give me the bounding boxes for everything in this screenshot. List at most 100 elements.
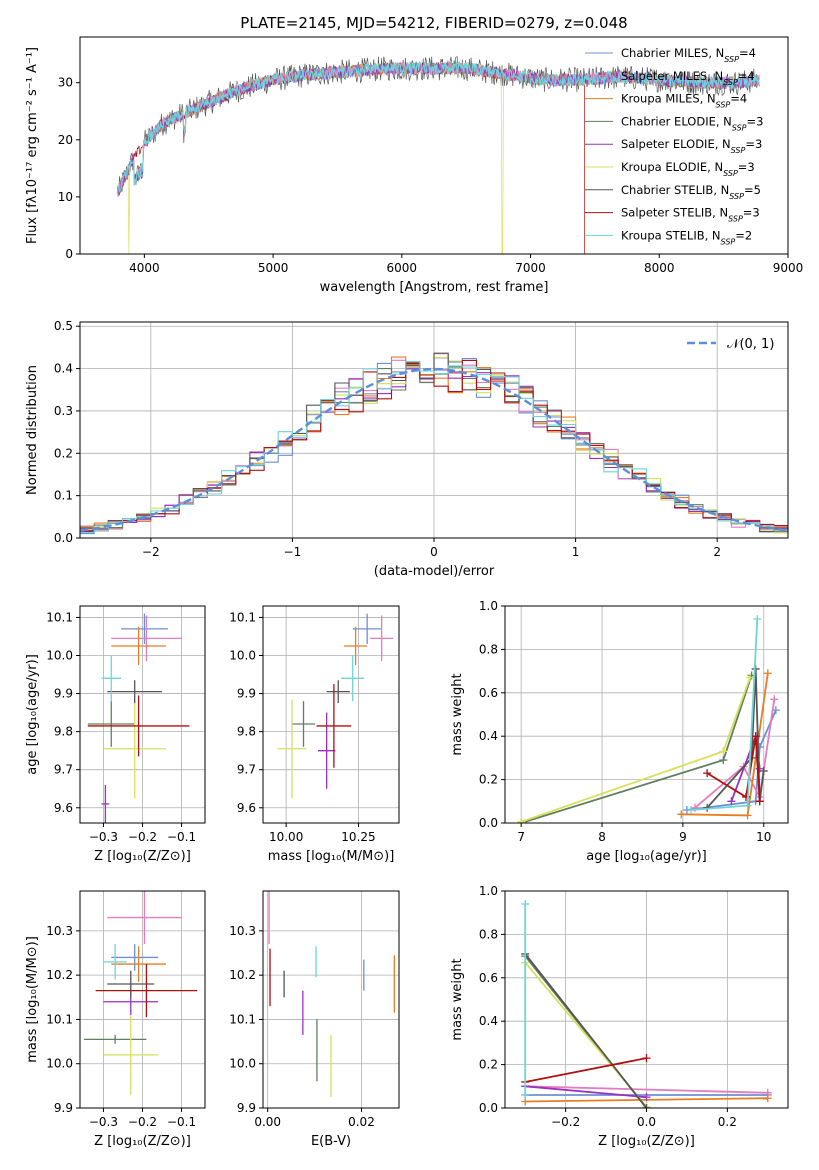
y-tick-label: 10.1 [229,610,256,624]
plot-area [277,613,394,799]
y-tick-label: 10.1 [46,1012,73,1026]
plot-area [80,352,788,535]
y-tick-label: 10.2 [46,968,73,982]
y-tick-label: 9.8 [54,725,73,739]
y-tick-label: 10.3 [46,924,73,938]
panel-3: −0.3 −0.2 −0.1 9.6 9.7 9.8 9.9 10.0 10.1 Z [log₁₀… [25,605,206,864]
mass-weight-line [525,1085,768,1094]
plot-area [268,891,395,1097]
y-tick-label: 0.8 [479,642,498,656]
y-tick-label: 1.0 [479,884,498,898]
y-tick-label: 10.2 [229,968,256,982]
y-tick-label: 9.9 [54,687,73,701]
axes-frame [504,605,789,824]
mass-weight-line [706,736,761,802]
plot-area [87,613,190,823]
point-marker [770,695,779,704]
y-tick-label: 0.3 [54,404,73,418]
x-axis-label: age [log₁₀(age/yr)] [586,849,707,864]
x-axis-label: wavelength [Angstrom, rest frame] [320,280,549,295]
y-tick-label: 10.0 [229,1057,256,1071]
y-axis-label: Flux [fλ10⁻¹⁷ erg cm⁻² s⁻¹ A⁻¹] [25,47,40,244]
legend-entry: Kroupa MILES, NSSP=4 [621,92,747,110]
y-tick-label: 0.2 [54,446,73,460]
legend: Chabrier MILES, NSSP=4 Salpeter MILES, NS… [585,46,763,246]
x-tick-label: 9 [679,830,687,844]
x-tick-label: −0.2 [128,1115,157,1129]
y-tick-label: 9.6 [237,801,256,815]
axes-frame [79,605,206,824]
y-tick-label: 20 [58,133,73,147]
y-tick-label: 0.4 [479,1014,498,1028]
y-axis-label: Normed distribution [25,365,40,495]
mass-weight-line [525,1085,647,1099]
x-tick-label: −2 [142,545,160,559]
plot-area [116,56,760,254]
y-tick-label: 30 [58,76,73,90]
x-axis-label: mass [log₁₀(M/M⊙)] [268,849,395,864]
legend-entry: Salpeter MILES, NSSP=4 [621,69,755,87]
x-tick-label: 0 [430,545,438,559]
x-tick-label: 0.0 [637,1115,656,1129]
y-tick-label: 9.9 [54,1101,73,1115]
legend-entry: Salpeter ELODIE, NSSP=3 [621,137,762,155]
axes-frame [79,890,206,1109]
panel-6: −0.3 −0.2 −0.1 9.9 10.0 10.1 10.2 10.3 Z [log₁₀(… [25,890,206,1149]
x-tick-label: 0.00 [254,1115,281,1129]
x-tick-label: 10 [756,830,771,844]
y-tick-label: 0.0 [54,531,73,545]
x-tick-label: 0.02 [348,1115,375,1129]
mass-weight-line [525,1057,647,1083]
point-marker [763,669,772,678]
x-tick-label: 10.25 [341,830,375,844]
point-marker [743,801,752,810]
legend-entry: Chabrier STELIB, NSSP=5 [621,183,761,201]
y-tick-label: 0.4 [479,729,498,743]
point-marker [755,797,764,806]
legend-entry: Chabrier MILES, NSSP=4 [621,46,756,64]
y-axis-label: mass [log₁₀(M/M⊙)] [25,936,40,1063]
y-tick-label: 0.2 [479,773,498,787]
y-tick-label: 9.6 [54,801,73,815]
point-marker [745,673,754,682]
point-marker [703,769,712,778]
y-axis-label: mass weight [450,673,465,755]
y-tick-label: 0.1 [54,489,73,503]
y-tick-label: 0.2 [479,1058,498,1072]
legend-entry: Kroupa ELODIE, NSSP=3 [621,160,755,178]
legend-entry: Kroupa STELIB, NSSP=2 [621,228,752,246]
point-marker [753,615,762,624]
mass-weight-line [520,675,753,823]
mass-weight-line [690,618,759,811]
plot-area [83,891,198,1095]
point-marker [677,810,686,819]
y-tick-label: 9.9 [237,1101,256,1115]
axes-frame [79,36,789,255]
y-tick-label: 10 [58,190,73,204]
point-marker [642,1104,651,1108]
x-tick-label: 8000 [644,261,675,275]
x-tick-label: −0.1 [167,1115,196,1129]
plot-area [521,900,772,1108]
panel-8: −0.2 0.0 0.2 0.0 0.2 0.4 0.6 0.8 1.0 Z [log₁₀(Z/Z… [450,884,789,1149]
y-tick-label: 0.6 [479,686,498,700]
point-marker [727,797,736,806]
y-tick-label: 10.1 [46,610,73,624]
y-tick-label: 0.8 [479,927,498,941]
figure-title: PLATE=2145, MJD=54212, FIBERID=0279, z=0… [240,14,627,32]
x-tick-label: −0.3 [89,830,118,844]
y-tick-label: 1.0 [479,599,498,613]
legend-entry: Chabrier ELODIE, NSSP=3 [621,114,763,131]
y-tick-label: 0.0 [479,816,498,830]
normal-reference-curve [80,367,788,532]
x-axis-label: Z [log₁₀(Z/Z⊙)] [94,1134,191,1149]
point-marker [719,756,728,765]
y-tick-label: 9.9 [237,687,256,701]
x-axis-label: Z [log₁₀(Z/Z⊙)] [94,849,191,864]
x-axis-label: Z [log₁₀(Z/Z⊙)] [598,1134,695,1149]
mass-weight-line [524,953,648,1108]
x-tick-label: 7 [517,830,525,844]
point-marker [759,766,768,775]
axes-frame [262,605,400,824]
